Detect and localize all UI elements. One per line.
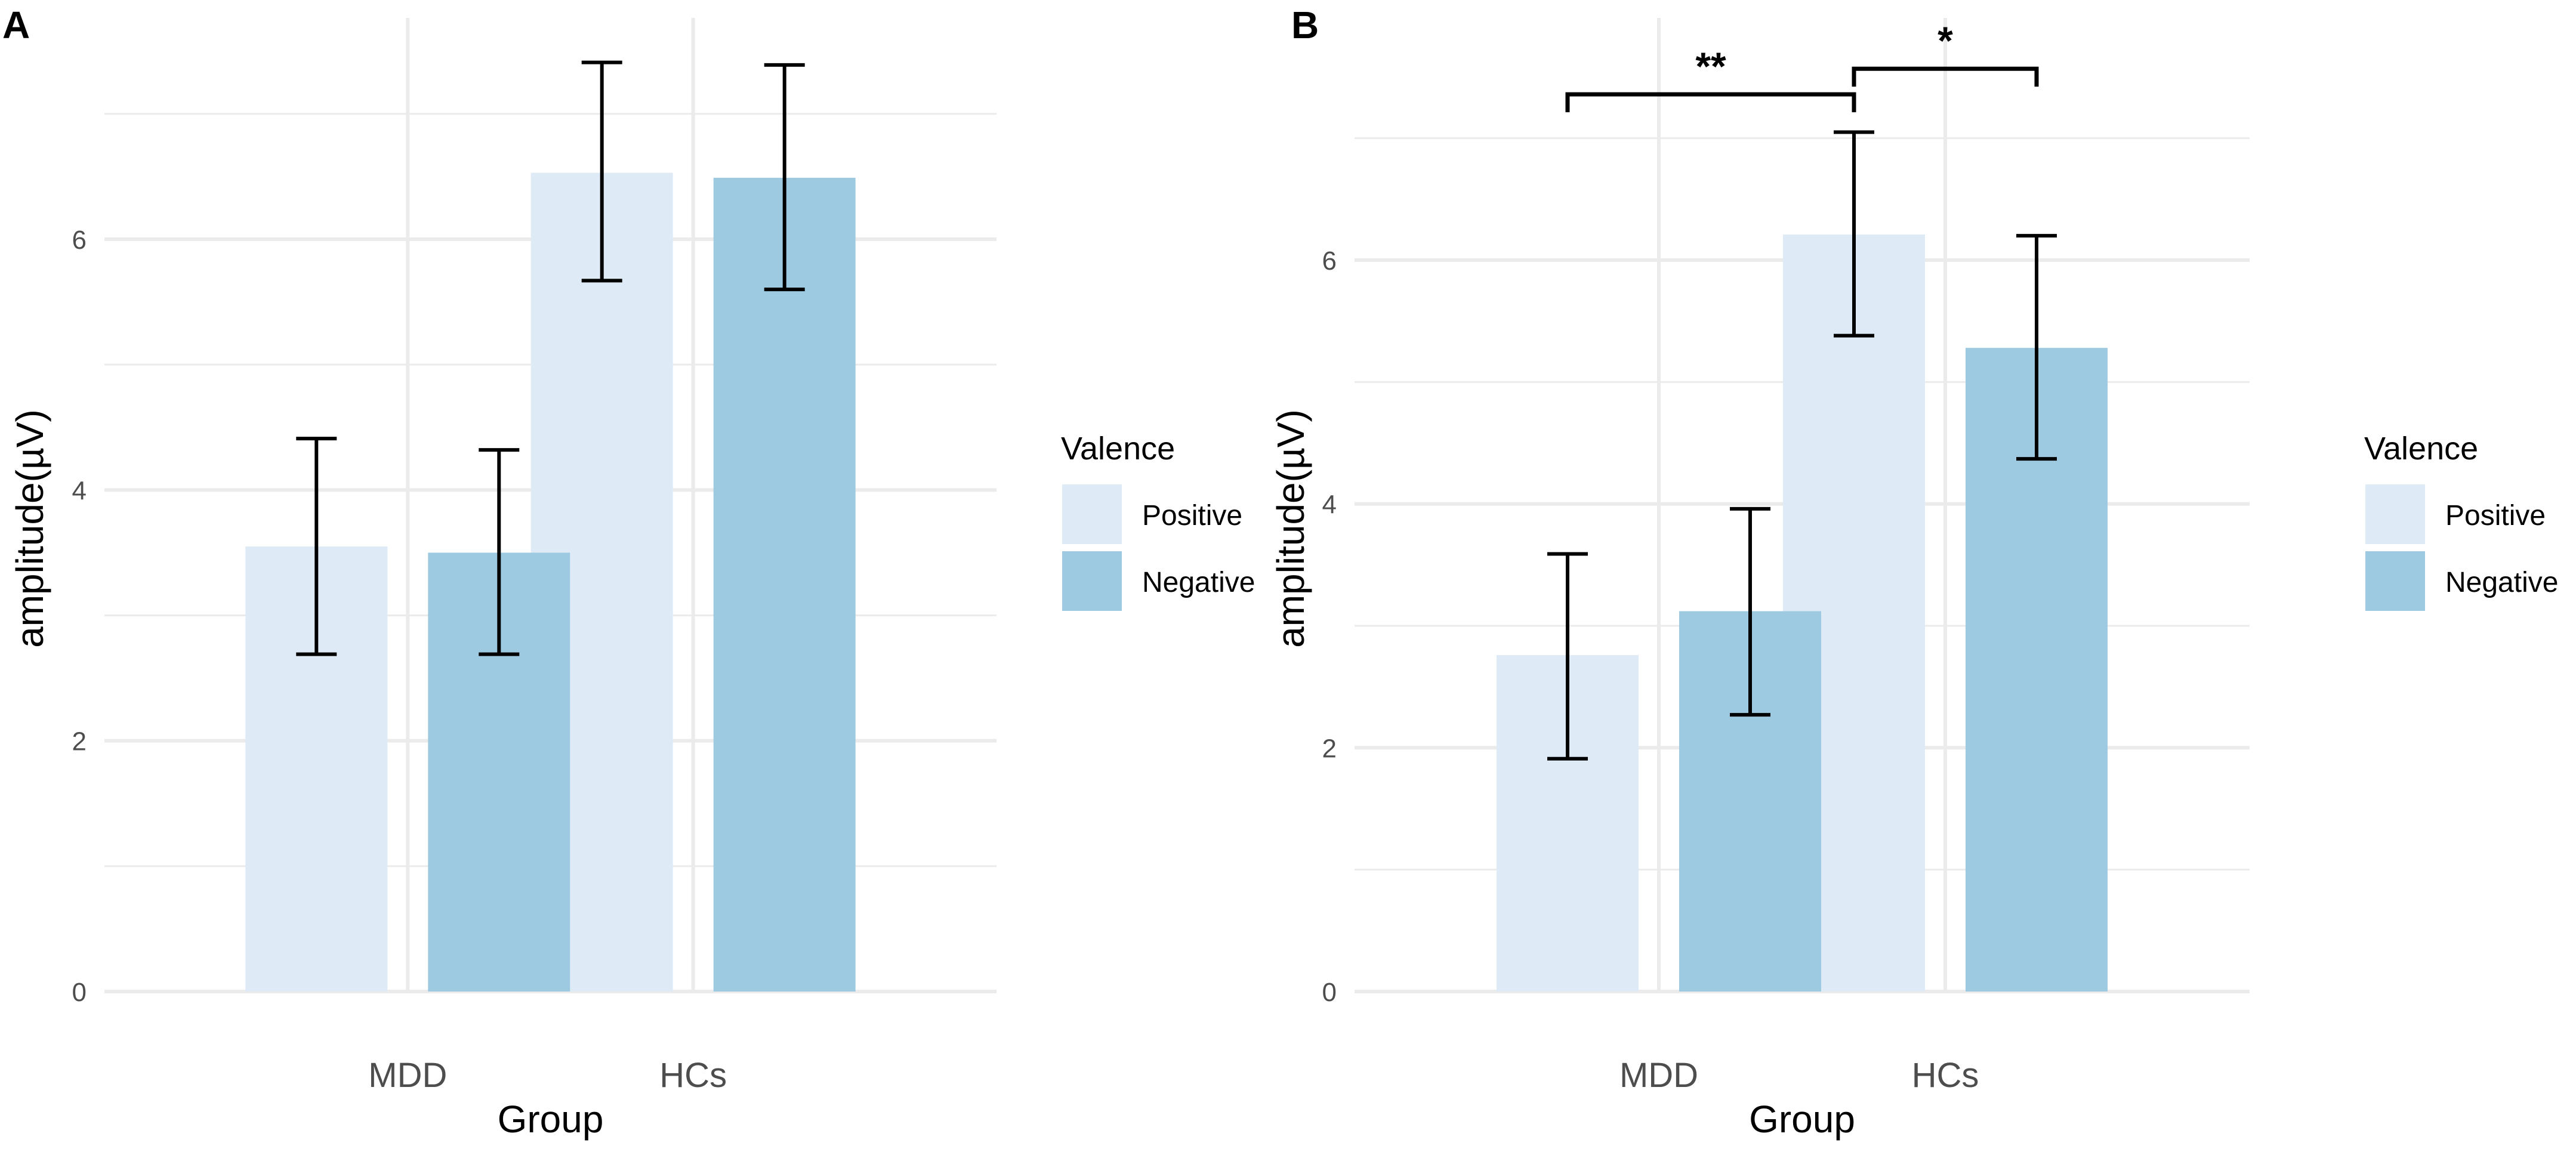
significance-bracket [1565,92,1856,113]
legend-label-negative: Negative [2445,567,2558,598]
panel-b: 0 2 4 6 MDD HCs Group amplitude(µV) B Valence Posi… [1269,4,2558,1141]
x-tick-label: MDD [1619,1056,1698,1095]
x-axis-title: Group [498,1098,604,1141]
y-tick-label: 4 [1322,490,1337,520]
significance-label: ** [1695,44,1726,88]
y-axis-title: amplitude(µV) [1269,409,1312,648]
legend-key-positive [2365,484,2425,544]
y-tick-label: 6 [72,226,87,255]
x-tick-label: HCs [659,1056,727,1095]
x-tick-label: MDD [368,1056,447,1095]
significance-bracket [1852,66,2039,87]
y-tick-label: 0 [1322,978,1337,1007]
panel-label: A [2,4,30,47]
x-tick-label: HCs [1912,1056,1979,1095]
x-axis-title: Group [1749,1098,1855,1141]
y-tick-label: 2 [72,727,87,756]
legend-label-negative: Negative [1142,567,1255,598]
legend-label-positive: Positive [2445,500,2546,532]
legend-key-positive [1062,484,1122,544]
panel-a: 0 2 4 6 MDD HCs Group amplitude(µV) A Valence Posi… [2,4,1255,1141]
y-axis-title: amplitude(µV) [8,409,51,648]
legend-label-positive: Positive [1142,500,1242,532]
y-tick-label: 4 [72,476,87,505]
y-tick-label: 6 [1322,246,1337,276]
legend-title: Valence [1061,431,1175,467]
legend-key-negative [2365,551,2425,611]
bar-negative-hcs [713,178,856,992]
legend-key-negative [1062,551,1122,611]
legend-title: Valence [2364,431,2478,467]
significance-label: * [1938,18,1953,63]
panel-label: B [1291,4,1319,47]
y-tick-label: 0 [72,978,87,1007]
y-tick-label: 2 [1322,734,1337,763]
